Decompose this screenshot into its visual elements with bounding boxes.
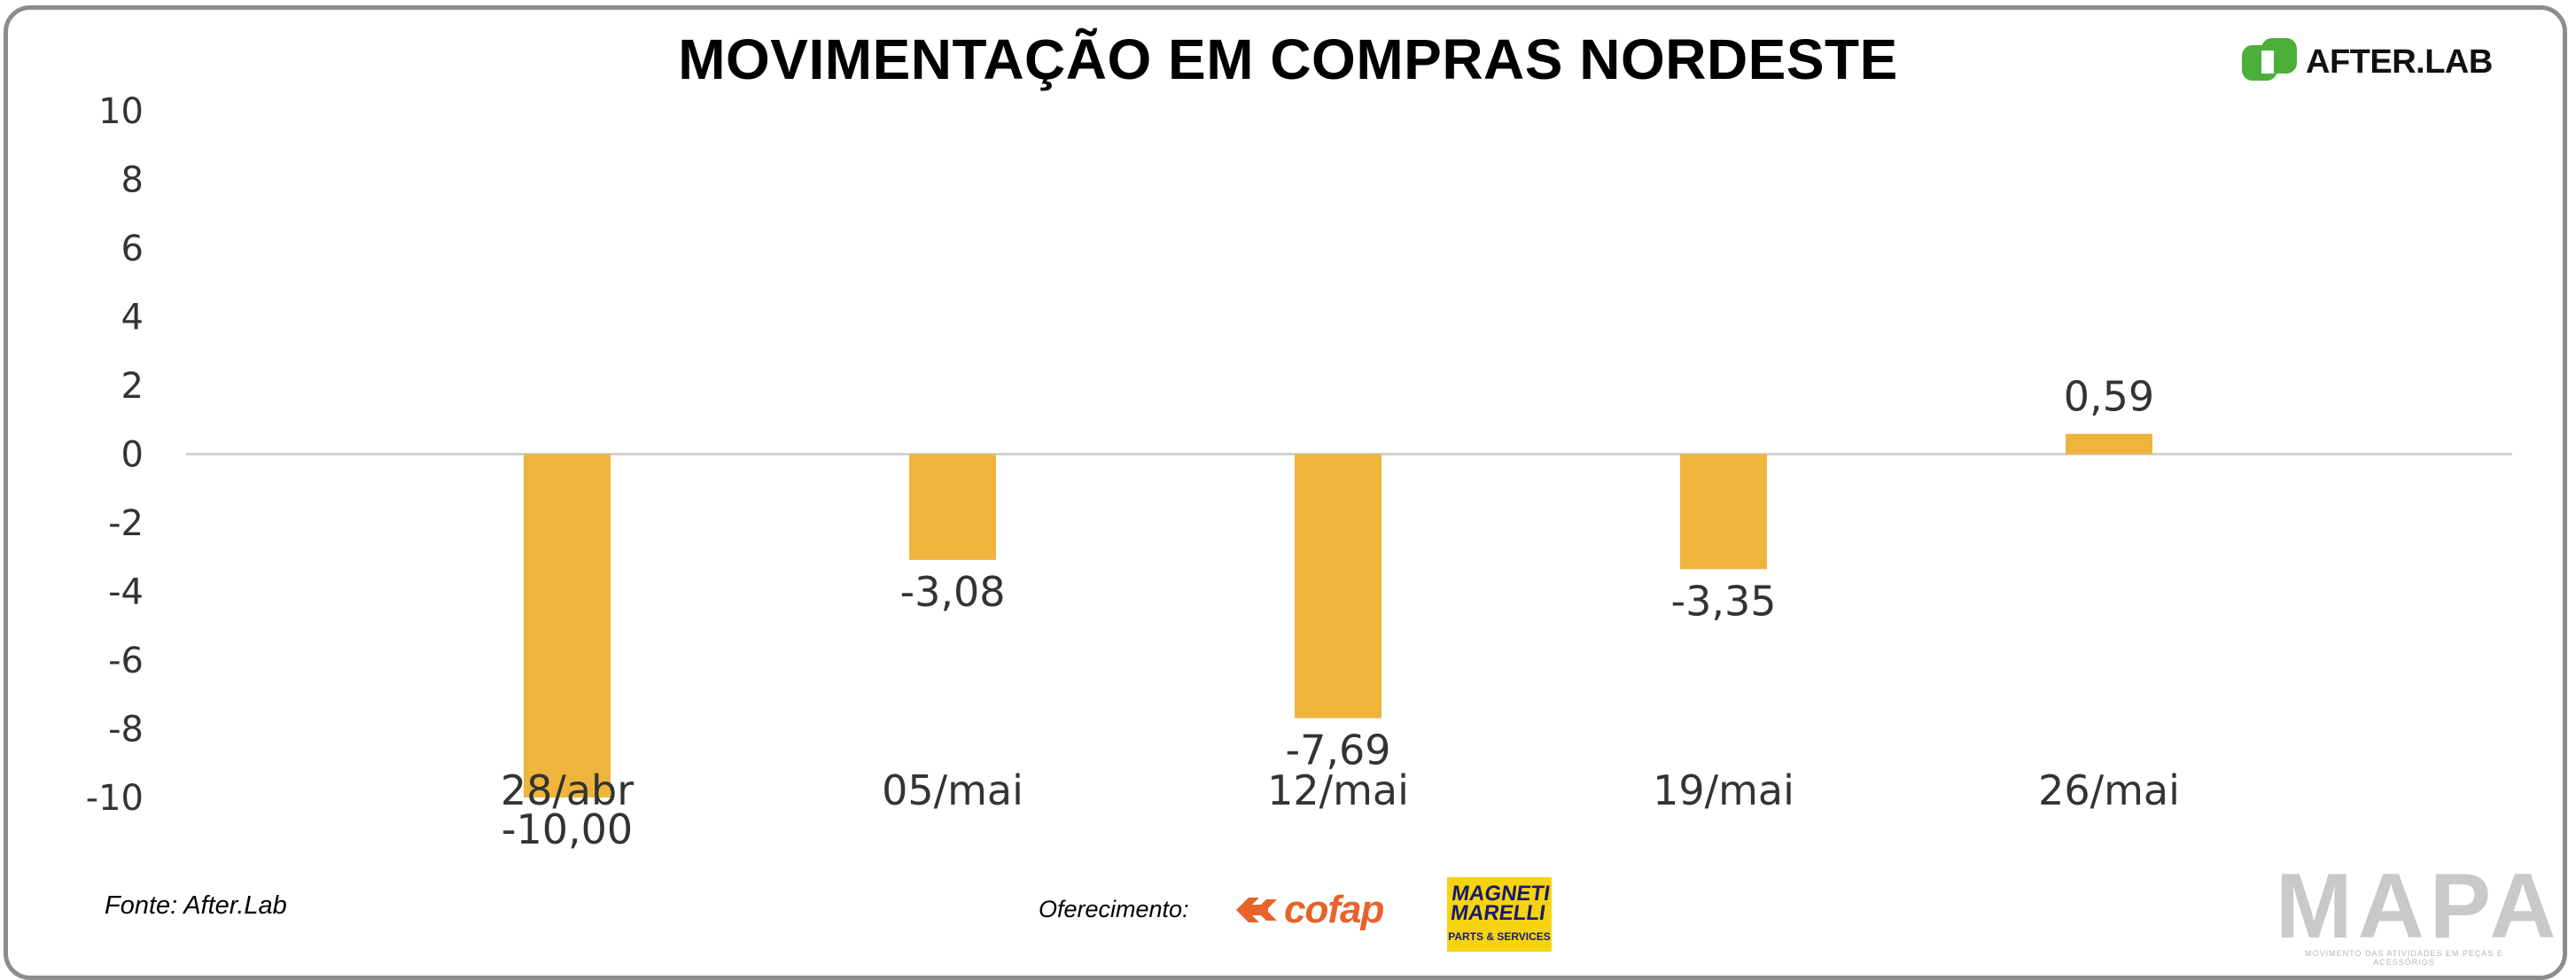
bar-26-mai (2066, 433, 2152, 455)
y-axis: 10 8 6 4 2 0 -2 -4 -6 -8 -10 (86, 91, 144, 819)
y-tick-label: 10 (98, 91, 144, 132)
mapa-logo-text: MAPA (2276, 855, 2562, 958)
cofap-logo-text: cofap (1284, 888, 1384, 931)
afterlab-logo: AFTER.LAB (2242, 37, 2493, 87)
magneti-marelli-logo: MAGNETI MARELLI PARTS & SERVICES (1447, 877, 1552, 952)
data-label: -10,00 (502, 805, 633, 853)
y-tick-label: 8 (121, 160, 144, 201)
bar-05-mai (909, 454, 996, 560)
chart-title: MOVIMENTAÇÃO EM COMPRAS NORDESTE (678, 27, 1898, 91)
cofap-logo: cofap (1236, 888, 1384, 931)
afterlab-logo-icon (2242, 38, 2297, 86)
bars-group (524, 433, 2152, 797)
data-label: -3,08 (899, 568, 1005, 616)
y-tick-label: -4 (108, 572, 144, 613)
data-label: -3,35 (1670, 577, 1776, 625)
afterlab-logo-text: AFTER.LAB (2306, 43, 2493, 81)
mapa-logo-tagline: MOVIMENTO DAS ATIVIDADES EM PEÇAS E ACES… (2305, 949, 2503, 967)
bar-12-mai (1295, 454, 1381, 719)
x-tick-label: 28/abr (501, 766, 634, 814)
data-label: -7,69 (1285, 726, 1390, 774)
x-axis: 28/abr 05/mai 12/mai 19/mai 26/mai (501, 766, 2180, 814)
bar-28-abr (524, 454, 611, 797)
y-tick-label: -10 (86, 778, 144, 819)
bar-19-mai (1680, 454, 1767, 570)
y-tick-label: 2 (121, 366, 144, 407)
y-tick-label: 6 (121, 229, 144, 269)
mapa-logo: MAPA MOVIMENTO DAS ATIVIDADES EM PEÇAS E… (2276, 855, 2562, 967)
y-tick-label: -2 (108, 503, 144, 544)
cofap-logo-icon (1236, 898, 1277, 922)
sponsor-label: Oferecimento: (1039, 896, 1189, 922)
x-tick-label: 12/mai (1267, 766, 1409, 814)
data-label: 0,59 (2064, 373, 2154, 421)
y-tick-label: 0 (121, 435, 144, 476)
y-tick-label: -6 (108, 641, 144, 681)
y-tick-label: 4 (121, 298, 144, 338)
x-tick-label: 26/mai (2038, 766, 2180, 814)
magneti-marelli-subtext: PARTS & SERVICES (1448, 930, 1551, 943)
y-tick-label: -8 (108, 710, 144, 751)
x-tick-label: 19/mai (1653, 766, 1794, 814)
magneti-marelli-text: MAGNETI MARELLI (1449, 882, 1552, 925)
data-labels-group: -10,00 -3,08 -7,69 -3,35 0,59 (502, 373, 2154, 853)
source-note: Fonte: After.Lab (105, 891, 287, 920)
x-tick-label: 05/mai (882, 766, 1023, 814)
